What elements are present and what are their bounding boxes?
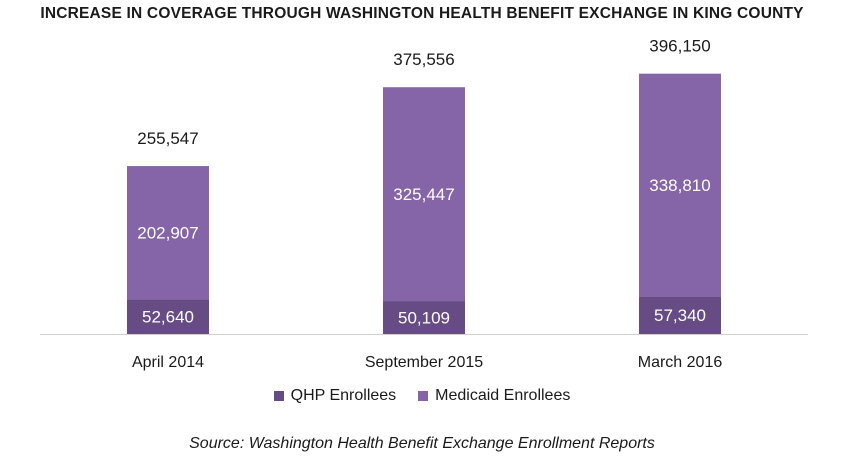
x-tick-label-3: March 2016 [638,354,723,371]
data-label-medicaid-3: 338,810 [649,176,710,195]
bar-medicaid-2 [383,87,465,302]
legend: QHP Enrollees Medicaid Enrollees [0,387,844,405]
bar-medicaid-3 [639,73,721,297]
total-label-1: 255,547 [137,129,198,148]
legend-item-qhp: QHP Enrollees [273,387,397,405]
legend-label-medicaid: Medicaid Enrollees [435,387,571,404]
data-label-qhp-3: 57,340 [654,306,706,325]
x-tick-label-1: April 2014 [132,354,204,371]
stacked-bar-chart: 52,640 202,907 255,547 April 2014 50,109 325,… [40,37,808,371]
data-label-qhp-1: 52,640 [142,308,194,327]
legend-item-medicaid: Medicaid Enrollees [418,387,570,405]
data-label-medicaid-1: 202,907 [137,224,198,243]
bar-qhp-3 [639,296,721,334]
total-label-2: 375,556 [393,50,454,69]
bar-qhp-2 [383,301,465,334]
total-label-3: 396,150 [649,37,710,56]
bar-medicaid-1 [127,166,209,300]
data-label-qhp-2: 50,109 [398,309,450,328]
source-note: Source: Washington Health Benefit Exchan… [189,435,655,452]
legend-swatch-qhp [273,391,284,401]
x-tick-label-2: September 2015 [365,354,483,371]
data-label-medicaid-2: 325,447 [393,185,454,204]
bar-qhp-1 [127,299,209,334]
legend-label-qhp: QHP Enrollees [290,387,397,404]
chart-title: INCREASE IN COVERAGE THROUGH WASHINGTON … [40,5,804,22]
legend-swatch-medicaid [418,391,429,401]
